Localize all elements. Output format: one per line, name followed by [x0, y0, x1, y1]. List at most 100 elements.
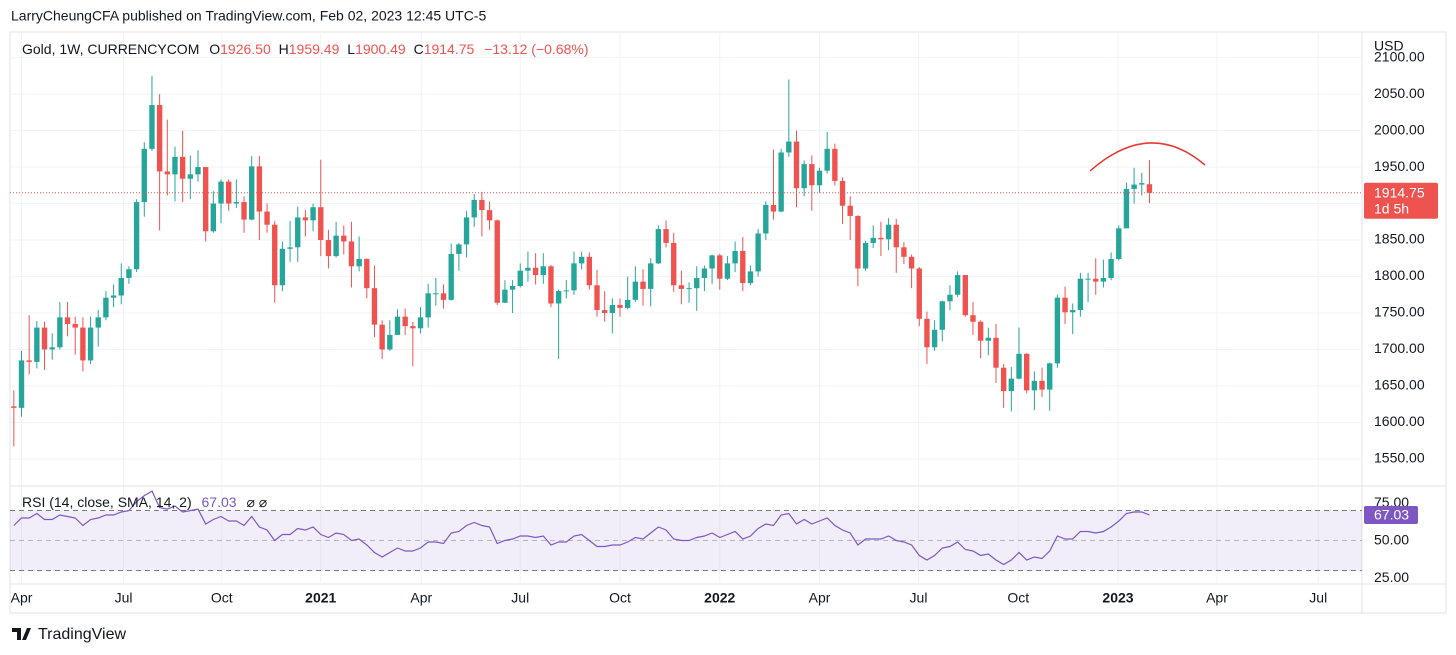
candle-body	[717, 255, 723, 279]
candle-body	[1131, 184, 1137, 189]
candle-body	[348, 241, 355, 267]
candle-body	[732, 250, 738, 264]
candle-body	[832, 148, 838, 181]
close: 1914.75	[424, 41, 475, 57]
frame	[9, 31, 1447, 614]
y-tick-label: 1800.00	[1374, 267, 1425, 283]
candle-body	[126, 269, 132, 278]
y-tick-label: 1550.00	[1374, 450, 1425, 466]
y-tick-label: 50.00	[1374, 531, 1409, 547]
candle-body	[272, 224, 278, 286]
candle-body	[939, 301, 945, 330]
candle-body	[870, 237, 876, 243]
rsi-value: 67.03	[202, 494, 237, 510]
y-tick-label: 75.00	[1374, 494, 1409, 510]
candle-body	[694, 277, 700, 289]
x-tick-label: Jul	[910, 590, 928, 606]
candle-body	[440, 293, 447, 300]
x-tick-label: Oct	[211, 590, 233, 606]
candle-body	[11, 406, 17, 408]
rsi-line	[13, 490, 1150, 566]
candle-body	[18, 360, 25, 408]
candle-body	[164, 171, 170, 175]
candle-body	[1146, 184, 1153, 193]
rsi-title: RSI (14, close, SMA, 14, 2)	[22, 494, 192, 510]
candle-body	[540, 266, 546, 276]
last-price-box	[1364, 182, 1438, 219]
candle-body	[1100, 277, 1107, 282]
candle-body	[95, 317, 101, 328]
candle-body	[417, 317, 424, 329]
x-tick-label: Apr	[410, 590, 432, 606]
candle-body	[471, 199, 477, 218]
x-tick-label: Apr	[809, 590, 831, 606]
candle-body	[839, 180, 846, 206]
candle-body	[548, 266, 554, 304]
candle-body	[594, 285, 600, 311]
candle-body	[218, 181, 224, 204]
candle-body	[179, 156, 186, 179]
rsi-flags: ⌀ ⌀	[246, 494, 267, 510]
candle-body	[387, 334, 393, 350]
logo: TradingView	[12, 626, 126, 643]
candle-body	[901, 247, 907, 257]
candle-body	[26, 360, 32, 362]
candle-body	[1123, 188, 1130, 229]
candle-body	[1016, 353, 1022, 379]
candle-body	[241, 202, 247, 220]
candle-body	[862, 242, 869, 269]
candle-body	[1047, 363, 1053, 390]
candle-body	[509, 285, 516, 290]
y-tick-label: 2000.00	[1374, 121, 1425, 137]
candle-body	[310, 207, 316, 221]
candle-body	[379, 324, 385, 350]
candle-body	[1024, 353, 1030, 391]
candle-body	[264, 211, 270, 225]
candle-body	[80, 327, 86, 361]
x-tick-label: 2023	[1102, 590, 1133, 606]
x-tick-label: Oct	[609, 590, 631, 606]
candle-body	[325, 240, 332, 257]
change: −13.12 (−0.68%)	[484, 41, 588, 57]
candle-body	[364, 259, 370, 289]
candle-body	[931, 329, 938, 348]
y-tick-label: 1700.00	[1374, 340, 1425, 356]
candle-body	[1108, 259, 1114, 278]
y-tick-label: 1750.00	[1374, 304, 1425, 320]
candle-body	[663, 229, 669, 243]
candle-body	[778, 152, 784, 212]
candle-body	[648, 263, 654, 289]
x-tick-label: Apr	[11, 590, 33, 606]
candle-body	[701, 268, 708, 278]
candle-body	[256, 166, 263, 212]
candle-body	[149, 105, 155, 149]
candle-body	[57, 317, 63, 348]
candle-body	[210, 203, 217, 232]
publisher: LarryCheungCFA published on TradingView.…	[11, 8, 486, 24]
candle-body	[356, 259, 362, 267]
candle-body	[433, 293, 439, 295]
candle-body	[1093, 278, 1099, 282]
candle-body	[977, 321, 984, 341]
candle-body	[1070, 310, 1076, 313]
candle-body	[448, 253, 454, 300]
x-tick-label: 2022	[704, 590, 735, 606]
candle-body	[640, 281, 646, 289]
candle-body	[479, 199, 485, 211]
logo-mark	[12, 628, 31, 640]
y-tick-label: 1950.00	[1374, 158, 1425, 174]
candle-body	[770, 205, 777, 212]
open-key: O	[209, 41, 220, 57]
last-price-label: 1914.75	[1374, 184, 1425, 200]
candle-body	[893, 224, 899, 248]
open: 1926.50	[220, 41, 271, 57]
candle-body	[87, 327, 94, 361]
candle-body	[195, 167, 201, 175]
candle-body	[502, 289, 508, 303]
rsi-value-box	[1364, 506, 1418, 525]
candle-body	[924, 318, 930, 348]
candle-body	[1139, 183, 1145, 185]
candle-body	[341, 235, 347, 242]
candle-body	[632, 281, 639, 300]
arc-annotation	[1089, 142, 1206, 172]
